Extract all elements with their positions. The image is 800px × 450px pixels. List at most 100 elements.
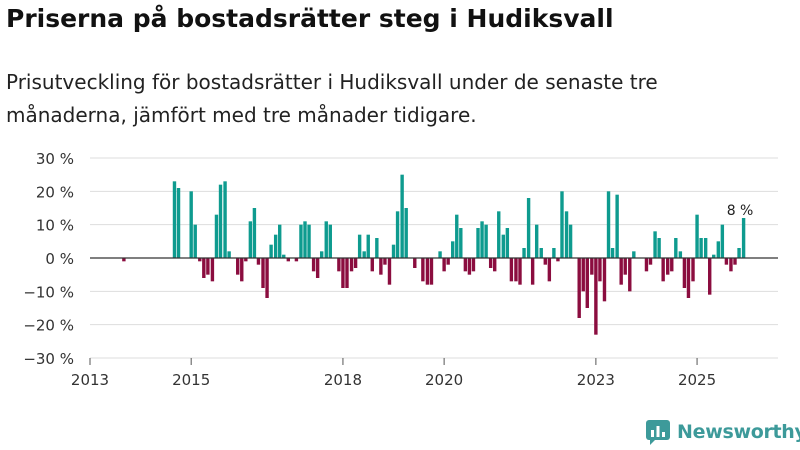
bar xyxy=(716,241,721,258)
bar xyxy=(223,181,227,258)
y-tick-label: −30 % xyxy=(23,350,74,368)
bar xyxy=(353,258,358,268)
bar xyxy=(708,258,712,295)
bar xyxy=(678,251,683,258)
bar xyxy=(724,258,729,265)
bar xyxy=(606,191,611,258)
bar xyxy=(172,181,177,258)
bar xyxy=(543,258,547,265)
brand-name: Newsworthy xyxy=(677,421,800,443)
bar xyxy=(501,234,506,258)
bar xyxy=(311,258,316,272)
bar xyxy=(455,214,459,258)
bar xyxy=(505,228,510,258)
bar xyxy=(341,258,345,288)
bar xyxy=(307,224,311,258)
bar xyxy=(670,258,674,272)
bar xyxy=(581,258,585,292)
bar xyxy=(733,258,737,265)
bar xyxy=(442,258,446,272)
bar xyxy=(122,258,126,262)
bar xyxy=(564,211,569,258)
bar xyxy=(602,258,607,302)
y-tick-label: −10 % xyxy=(23,283,74,301)
bar xyxy=(189,191,193,258)
bar xyxy=(265,258,269,298)
bar xyxy=(695,214,699,258)
bar xyxy=(623,258,627,275)
bar xyxy=(741,218,746,258)
chart-title: Priserna på bostadsrätter steg i Hudiksv… xyxy=(6,4,614,33)
bar xyxy=(446,258,450,265)
bar xyxy=(628,258,632,292)
bar xyxy=(661,258,665,282)
bar xyxy=(530,258,535,285)
bar xyxy=(379,258,383,275)
bar xyxy=(590,258,594,275)
bar xyxy=(337,258,341,272)
y-tick-label: 10 % xyxy=(36,217,74,235)
chart-subtitle: Prisutveckling för bostadsrätter i Hudik… xyxy=(6,70,658,127)
bar xyxy=(560,191,564,258)
bar xyxy=(383,258,387,265)
bar xyxy=(366,234,370,258)
bar xyxy=(712,254,716,258)
bar xyxy=(657,238,661,258)
bar xyxy=(362,251,366,258)
bar xyxy=(648,258,653,265)
bar xyxy=(720,224,725,258)
bar xyxy=(273,234,278,258)
bar xyxy=(480,221,484,258)
bar xyxy=(278,224,282,258)
x-tick-label: 2025 xyxy=(678,371,716,389)
bar xyxy=(425,258,430,285)
bar xyxy=(534,224,539,258)
bar xyxy=(526,198,531,258)
bar xyxy=(488,258,493,268)
bar xyxy=(193,224,197,258)
bar xyxy=(370,258,374,272)
bar xyxy=(568,224,573,258)
bar xyxy=(686,258,691,298)
x-tick-label: 2020 xyxy=(425,371,463,389)
y-axis: −30 % −20 % −10 % 0 % 10 % 20 % 30 % xyxy=(23,150,74,368)
bar xyxy=(497,211,501,258)
bar xyxy=(598,258,602,282)
bar xyxy=(413,258,417,268)
bar xyxy=(202,258,206,278)
bar xyxy=(691,258,695,282)
bar xyxy=(261,258,265,288)
bar xyxy=(699,238,703,258)
bar xyxy=(653,231,657,258)
x-tick-label: 2023 xyxy=(577,371,615,389)
bar xyxy=(248,221,253,258)
bar xyxy=(522,248,526,258)
bar xyxy=(210,258,215,282)
x-tick-label: 2018 xyxy=(324,371,362,389)
y-tick-label: 30 % xyxy=(36,150,74,168)
bar xyxy=(176,188,181,258)
bar xyxy=(467,258,472,275)
bar xyxy=(400,174,404,258)
bar xyxy=(703,238,708,258)
bar xyxy=(493,258,497,272)
bar xyxy=(451,241,455,258)
bar xyxy=(619,258,623,285)
y-tick-label: −20 % xyxy=(23,317,74,335)
bar xyxy=(206,258,210,275)
bar xyxy=(387,258,392,285)
bar xyxy=(244,258,248,262)
bar xyxy=(421,258,425,282)
bar xyxy=(349,258,354,272)
bar xyxy=(594,258,598,335)
bar xyxy=(438,251,442,258)
bar xyxy=(484,224,488,258)
bar xyxy=(615,194,619,258)
bar xyxy=(299,224,303,258)
bar xyxy=(577,258,581,318)
bar xyxy=(345,258,349,288)
bar xyxy=(236,258,240,275)
bar xyxy=(315,258,320,278)
bar xyxy=(375,238,379,258)
